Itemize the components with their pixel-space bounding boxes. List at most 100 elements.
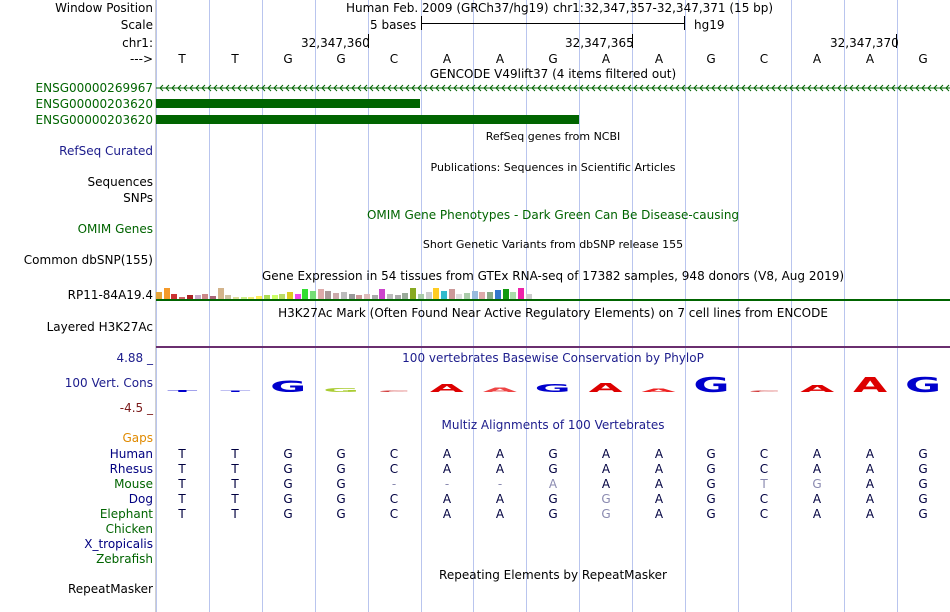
strand-arrow: [249, 84, 254, 92]
gtex-tissue-bar[interactable]: [263, 295, 270, 299]
gtex-tissue-bar[interactable]: [233, 297, 239, 299]
gencode-item-label[interactable]: ENSG00000203620: [35, 97, 153, 111]
gaps-label[interactable]: Gaps: [122, 431, 153, 445]
gencode-title[interactable]: GENCODE V49lift37 (4 items filtered out): [429, 67, 677, 81]
gencode-item-label[interactable]: ENSG00000203620: [35, 113, 153, 127]
alignment-base: T: [178, 477, 186, 491]
gtex-tissue-bar[interactable]: [394, 295, 401, 299]
gtex-tissue-bar[interactable]: [494, 290, 501, 299]
gtex-tissue-bar[interactable]: [525, 294, 532, 299]
gencode-item-label[interactable]: ENSG00000269967: [35, 81, 153, 95]
strand-arrow: [591, 84, 596, 92]
gtex-tissue-bar[interactable]: [402, 293, 409, 299]
omim-label[interactable]: OMIM Genes: [77, 222, 153, 236]
gtex-tissue-bar[interactable]: [440, 291, 447, 299]
gtex-label[interactable]: RP11-84A19.4: [67, 288, 153, 302]
gtex-tissue-bar[interactable]: [271, 295, 278, 299]
gtex-tissue-bar[interactable]: [302, 289, 309, 299]
species-label[interactable]: Zebrafish: [96, 552, 153, 566]
species-label[interactable]: Mouse: [114, 477, 153, 491]
gtex-tissue-bar[interactable]: [448, 289, 455, 299]
gencode-gene-arrow-line[interactable]: [156, 83, 950, 93]
gencode-gene-bar[interactable]: [156, 115, 579, 124]
gtex-tissue-bar[interactable]: [294, 294, 301, 299]
h3k27-title[interactable]: H3K27Ac Mark (Often Found Near Active Re…: [278, 306, 828, 320]
species-label[interactable]: Elephant: [99, 507, 153, 521]
alignment-base: G: [283, 492, 293, 506]
gtex-tissue-bar[interactable]: [456, 294, 463, 299]
gtex-tissue-bar[interactable]: [340, 292, 347, 299]
h3k27-label[interactable]: Layered H3K27Ac: [46, 320, 153, 334]
gtex-tissue-bar[interactable]: [433, 288, 440, 299]
gtex-tissue-bar[interactable]: [387, 294, 393, 299]
gtex-tissue-bar[interactable]: [510, 292, 517, 299]
pubs-label[interactable]: Sequences: [87, 175, 153, 189]
cons-title[interactable]: 100 vertebrates Basewise Conservation by…: [402, 351, 704, 365]
dbsnp-label[interactable]: Common dbSNP(155): [23, 253, 153, 267]
strand-arrow: [705, 84, 710, 92]
gtex-tissue-bar[interactable]: [156, 292, 162, 299]
multiz-title[interactable]: Multiz Alignments of 100 Vertebrates: [441, 418, 665, 432]
species-label[interactable]: Chicken: [105, 522, 153, 536]
gtex-tissue-bar[interactable]: [517, 288, 524, 299]
gtex-tissue-bar[interactable]: [363, 294, 370, 299]
species-label[interactable]: Rhesus: [109, 462, 153, 476]
gtex-tissue-bar[interactable]: [186, 295, 193, 299]
refseq-label[interactable]: RefSeq Curated: [59, 144, 153, 158]
strand-arrow: [909, 84, 914, 92]
gtex-tissue-bar[interactable]: [179, 297, 186, 299]
repeat-title[interactable]: Repeating Elements by RepeatMasker: [439, 568, 667, 582]
strand-arrow: [189, 84, 194, 92]
gtex-tissue-bar[interactable]: [217, 288, 224, 299]
gtex-tissue-bar[interactable]: [225, 295, 232, 299]
gtex-tissue-bar[interactable]: [240, 297, 247, 299]
gtex-tissue-bar[interactable]: [487, 292, 494, 299]
gtex-title[interactable]: Gene Expression in 54 tissues from GTEx …: [261, 269, 845, 283]
alignment-base: A: [812, 462, 822, 476]
alignment-base: C: [759, 447, 769, 461]
gtex-expression-bars[interactable]: [156, 285, 556, 299]
cons-max-label: 4.88 _: [116, 351, 153, 365]
gtex-tissue-bar[interactable]: [202, 294, 209, 299]
gtex-tissue-bar[interactable]: [333, 293, 340, 299]
gtex-tissue-bar[interactable]: [325, 291, 332, 299]
species-label[interactable]: Dog: [128, 492, 153, 506]
alignment-base: G: [336, 447, 346, 461]
gtex-tissue-bar[interactable]: [194, 295, 201, 299]
gtex-tissue-bar[interactable]: [171, 294, 178, 299]
pubs-title[interactable]: Publications: Sequences in Scientific Ar…: [430, 161, 676, 174]
strand-arrow: [507, 84, 512, 92]
gtex-tissue-bar[interactable]: [310, 291, 316, 299]
gtex-tissue-bar[interactable]: [479, 292, 486, 299]
refseq-title[interactable]: RefSeq genes from NCBI: [485, 130, 621, 143]
gtex-tissue-bar[interactable]: [464, 293, 470, 299]
gtex-tissue-bar[interactable]: [248, 297, 255, 299]
strand-arrow: [723, 84, 728, 92]
strand-arrow: [789, 84, 794, 92]
gencode-gene-bar[interactable]: [156, 99, 420, 108]
gtex-tissue-bar[interactable]: [379, 289, 386, 299]
species-label[interactable]: Human: [109, 447, 153, 461]
gtex-tissue-bar[interactable]: [286, 292, 293, 299]
gtex-tissue-bar[interactable]: [417, 294, 424, 299]
dbsnp-title[interactable]: Short Genetic Variants from dbSNP releas…: [422, 238, 684, 251]
gtex-tissue-bar[interactable]: [410, 288, 417, 299]
gtex-tissue-bar[interactable]: [256, 296, 263, 299]
gtex-tissue-bar[interactable]: [317, 289, 324, 299]
gtex-tissue-bar[interactable]: [425, 292, 432, 299]
omim-title[interactable]: OMIM Gene Phenotypes - Dark Green Can Be…: [366, 208, 740, 222]
gtex-tissue-bar[interactable]: [471, 291, 478, 299]
gtex-tissue-bar[interactable]: [348, 294, 355, 299]
strand-arrow: [525, 84, 530, 92]
gtex-tissue-bar[interactable]: [279, 294, 286, 299]
gtex-tissue-bar[interactable]: [502, 289, 509, 299]
species-label[interactable]: X_tropicalis: [84, 537, 153, 551]
gtex-tissue-bar[interactable]: [356, 295, 363, 299]
repeat-label[interactable]: RepeatMasker: [67, 582, 153, 596]
gtex-tissue-bar[interactable]: [209, 296, 216, 299]
snps-label[interactable]: SNPs: [123, 191, 153, 205]
gtex-tissue-bar[interactable]: [163, 288, 170, 299]
gtex-tissue-bar[interactable]: [371, 295, 378, 299]
cons-label[interactable]: 100 Vert. Cons: [64, 376, 153, 390]
